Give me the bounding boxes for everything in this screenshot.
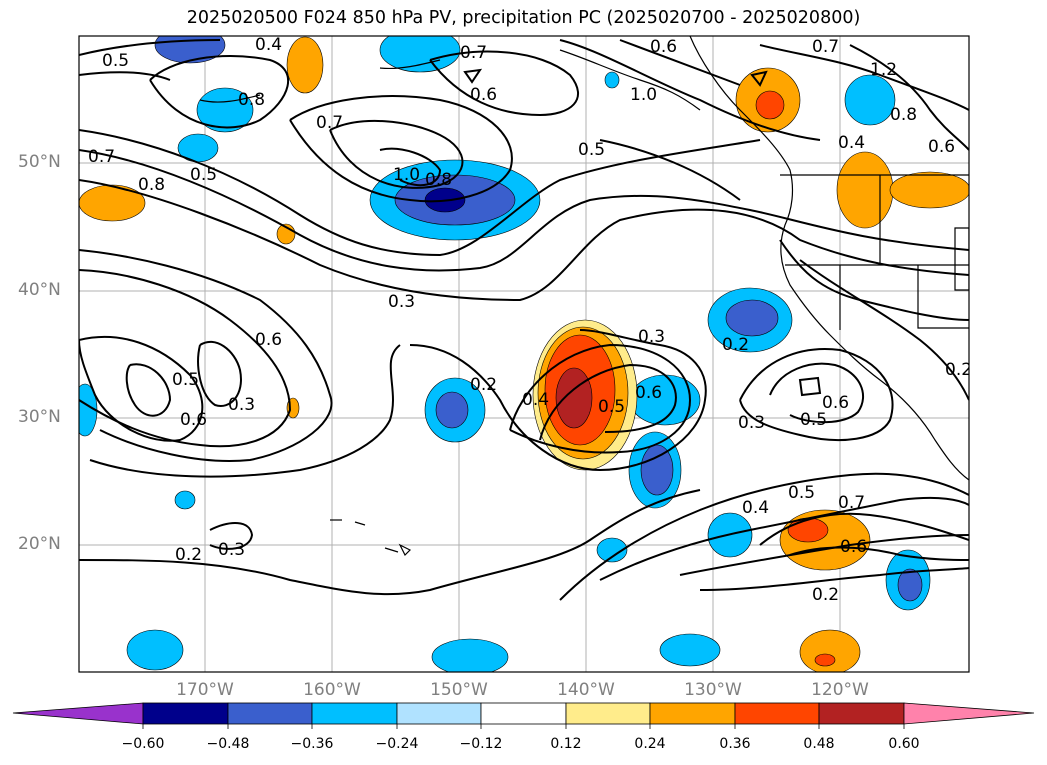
colorbar (12, 702, 1035, 729)
colorbar-tick: 0.60 (888, 736, 920, 752)
plot-title: 2025020500 F024 850 hPa PV, precipitatio… (186, 8, 861, 28)
contour-label: 0.6 (840, 537, 867, 557)
map-frame (78, 35, 970, 673)
contour-label: 0.5 (788, 483, 815, 503)
contour-label: 0.2 (470, 375, 497, 395)
contour-label: 0.7 (460, 43, 487, 63)
colorbar-tick: 0.48 (803, 736, 835, 752)
colorbar-tick: 0.24 (634, 736, 666, 752)
lat-label: 20°N (18, 534, 61, 554)
contour-label: 0.6 (635, 383, 662, 403)
contour-labels: 0.5 0.4 0.7 0.6 0.8 0.7 0.5 0.7 0.8 1.0 … (88, 35, 972, 605)
colorbar-tick: −0.48 (206, 736, 250, 752)
contour-label: 0.7 (88, 147, 115, 167)
contour-label: 0.5 (800, 410, 827, 430)
contour-label: 0.3 (218, 540, 245, 560)
precip-positive (79, 36, 969, 672)
contour-label: 0.7 (838, 493, 865, 513)
contour-label: 0.5 (190, 165, 217, 185)
lon-label: 130°W (684, 680, 742, 700)
contour-label: 0.6 (180, 410, 207, 430)
contour-label: 0.7 (316, 113, 343, 133)
contour-label: 0.4 (838, 133, 865, 153)
contour-label: 0.5 (172, 370, 199, 390)
contour-label: 0.8 (238, 90, 265, 110)
contour-label: 0.8 (138, 175, 165, 195)
lat-label: 30°N (18, 407, 61, 427)
contour-label: 0.8 (425, 170, 452, 190)
contour-label: 0.2 (175, 545, 202, 565)
contour-label: 0.5 (598, 397, 625, 417)
contour-label: 0.6 (928, 137, 955, 157)
contour-label: 0.4 (522, 390, 549, 410)
contour-label: 0.3 (738, 413, 765, 433)
contour-label: 0.2 (812, 585, 839, 605)
colorbar-tick: −0.36 (290, 736, 334, 752)
colorbar-tick: 0.36 (719, 736, 751, 752)
lon-label: 120°W (811, 680, 869, 700)
contour-label: 0.2 (945, 360, 972, 380)
lat-label: 50°N (18, 152, 61, 172)
lon-label: 160°W (303, 680, 361, 700)
colorbar-tick: −0.60 (121, 736, 165, 752)
colorbar-tick: 0.12 (550, 736, 582, 752)
contour-label: 0.3 (638, 327, 665, 347)
contour-label: 0.4 (255, 35, 282, 55)
lon-label: 140°W (557, 680, 615, 700)
colorbar-tick: −0.24 (375, 736, 419, 752)
contour-label: 0.3 (388, 292, 415, 312)
contour-label: 1.2 (870, 60, 897, 80)
contour-label: 0.6 (470, 85, 497, 105)
contour-label: 1.0 (393, 165, 420, 185)
contour-label: 0.3 (228, 395, 255, 415)
contour-label: 0.6 (822, 393, 849, 413)
lat-label: 40°N (18, 280, 61, 300)
contour-label: 0.4 (742, 498, 769, 518)
contour-label: 0.7 (812, 37, 839, 57)
coastlines (199, 36, 969, 557)
contour-label: 0.8 (890, 105, 917, 125)
lon-label: 150°W (430, 680, 488, 700)
contour-label: 0.5 (102, 51, 129, 71)
graticule (79, 36, 969, 672)
lon-label: 170°W (176, 680, 234, 700)
contour-label: 0.2 (722, 335, 749, 355)
contour-label: 0.5 (578, 140, 605, 160)
pv-contours (79, 39, 969, 601)
contour-label: 0.6 (255, 330, 282, 350)
colorbar-tick: −0.12 (459, 736, 503, 752)
contour-label: 0.6 (650, 37, 677, 57)
contour-label: 1.0 (630, 85, 657, 105)
